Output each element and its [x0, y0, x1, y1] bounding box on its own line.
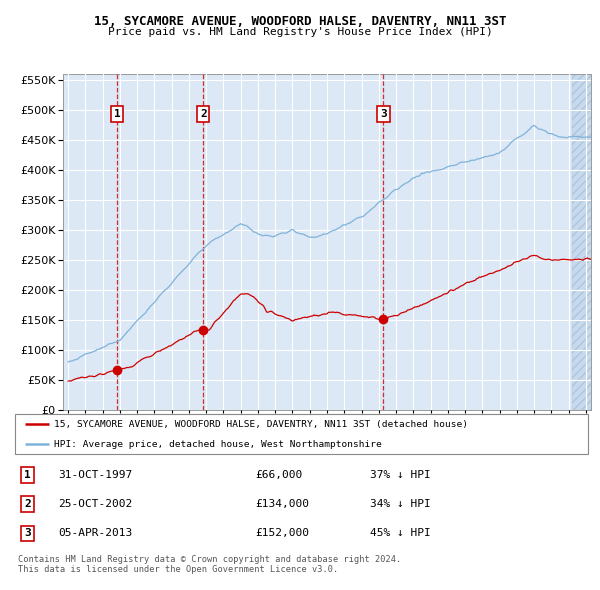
Text: Contains HM Land Registry data © Crown copyright and database right 2024.: Contains HM Land Registry data © Crown c…: [18, 555, 401, 563]
Text: 45% ↓ HPI: 45% ↓ HPI: [370, 529, 431, 539]
Text: 3: 3: [380, 109, 387, 119]
Text: 34% ↓ HPI: 34% ↓ HPI: [370, 499, 431, 509]
Text: 1: 1: [113, 109, 121, 119]
Text: Price paid vs. HM Land Registry's House Price Index (HPI): Price paid vs. HM Land Registry's House …: [107, 27, 493, 37]
Text: 2: 2: [200, 109, 206, 119]
Text: 37% ↓ HPI: 37% ↓ HPI: [370, 470, 431, 480]
FancyBboxPatch shape: [15, 414, 588, 454]
Text: £134,000: £134,000: [256, 499, 310, 509]
Text: This data is licensed under the Open Government Licence v3.0.: This data is licensed under the Open Gov…: [18, 565, 338, 574]
Text: 1: 1: [24, 470, 31, 480]
Text: 15, SYCAMORE AVENUE, WOODFORD HALSE, DAVENTRY, NN11 3ST: 15, SYCAMORE AVENUE, WOODFORD HALSE, DAV…: [94, 15, 506, 28]
Bar: [572, 74, 600, 410]
Text: HPI: Average price, detached house, West Northamptonshire: HPI: Average price, detached house, West…: [54, 440, 382, 449]
Text: 3: 3: [24, 529, 31, 539]
Text: £152,000: £152,000: [256, 529, 310, 539]
Text: 05-APR-2013: 05-APR-2013: [58, 529, 132, 539]
Text: £66,000: £66,000: [256, 470, 303, 480]
Text: 31-OCT-1997: 31-OCT-1997: [58, 470, 132, 480]
Text: 25-OCT-2002: 25-OCT-2002: [58, 499, 132, 509]
Text: 2: 2: [24, 499, 31, 509]
Text: 15, SYCAMORE AVENUE, WOODFORD HALSE, DAVENTRY, NN11 3ST (detached house): 15, SYCAMORE AVENUE, WOODFORD HALSE, DAV…: [54, 419, 468, 429]
